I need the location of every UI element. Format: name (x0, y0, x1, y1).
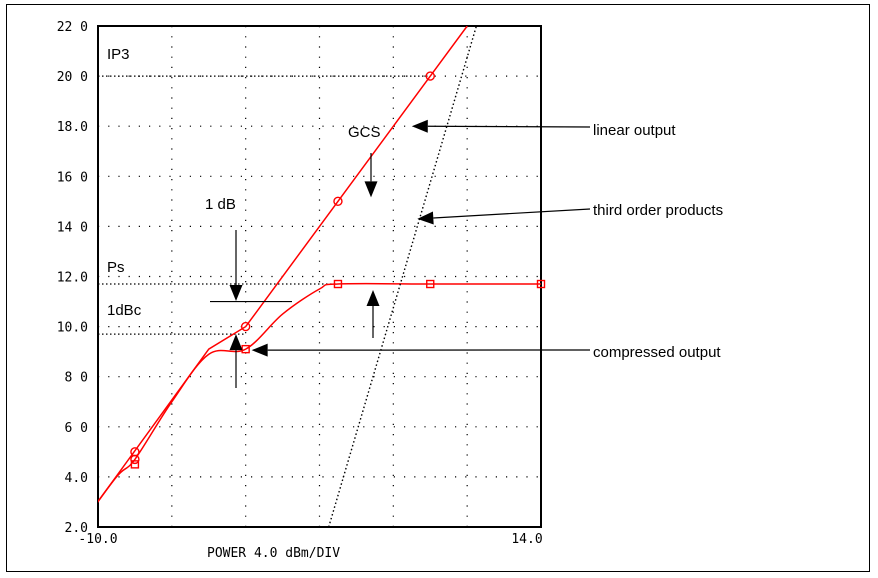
arrow-compressed-output (251, 343, 591, 357)
marker-square (426, 279, 435, 289)
callout-compressed-output: compressed output (593, 344, 721, 361)
marker-square (241, 344, 250, 354)
marker-circle (240, 321, 251, 332)
arrow-head (366, 290, 380, 307)
annotation-1db: 1 dB (205, 196, 236, 213)
marker-square (536, 279, 546, 289)
y-tick-label: 2.0 (65, 521, 88, 536)
y-tick-label: 22 0 (57, 20, 88, 35)
arrow-1dbc-up (229, 334, 243, 388)
y-tick-label: 20 0 (57, 70, 88, 85)
annotation-ip3: IP3 (107, 46, 130, 63)
arrow-gcs (364, 153, 378, 198)
data-markers (130, 71, 546, 469)
marker-circle (425, 71, 435, 81)
arrow-head (251, 343, 268, 357)
arrows (210, 119, 591, 388)
annotation-gcs: GCS (348, 124, 381, 141)
data-series (98, 26, 541, 527)
arrow-head (417, 211, 434, 225)
y-tick-label: 4.0 (65, 471, 88, 486)
marker-square (333, 279, 343, 289)
arrow-1db-down (229, 230, 243, 302)
arrow-linear-output (411, 119, 591, 133)
y-tick-label: 12.0 (57, 271, 88, 286)
tick-labels: 2.0 4.0 6 0 8 0 10.0 12.0 14 0 16 0 18.0 20 0 22 0… (57, 20, 543, 547)
arrow-head (229, 285, 243, 302)
arrow-compression-up (366, 290, 380, 338)
annotation-ps: Ps (107, 259, 125, 276)
annotation-1dbc: 1dBc (107, 302, 142, 319)
marker-circle (130, 454, 140, 465)
arrow-shaft (427, 125, 591, 128)
x-tick-label: -10.0 (78, 532, 117, 547)
y-tick-label: 8 0 (65, 371, 88, 386)
arrow-shaft (433, 208, 591, 219)
grid (98, 26, 541, 527)
marker-circle (333, 196, 343, 207)
y-tick-label: 16 0 (57, 170, 88, 185)
series-line-third-order (328, 26, 478, 527)
series-line-linear (98, 26, 468, 503)
callout-linear-output: linear output (593, 122, 676, 139)
callout-third-order-products: third order products (593, 202, 723, 219)
y-tick-label: 14 0 (57, 220, 88, 235)
y-tick-label: 10.0 (57, 321, 88, 336)
series-line-compressed (98, 282, 541, 503)
y-tick-label: 18.0 (57, 120, 88, 135)
x-axis-title: POWER 4.0 dBm/DIV (207, 546, 340, 561)
arrow-head (229, 334, 243, 351)
plot-area (97, 25, 542, 528)
arrow-head (411, 119, 428, 133)
x-tick-label: 14.0 (511, 532, 542, 547)
arrow-head (364, 181, 378, 198)
reference-lines (98, 75, 431, 335)
y-tick-label: 6 0 (65, 421, 88, 436)
arrow-third-order (417, 208, 591, 225)
marker-square (130, 460, 140, 469)
